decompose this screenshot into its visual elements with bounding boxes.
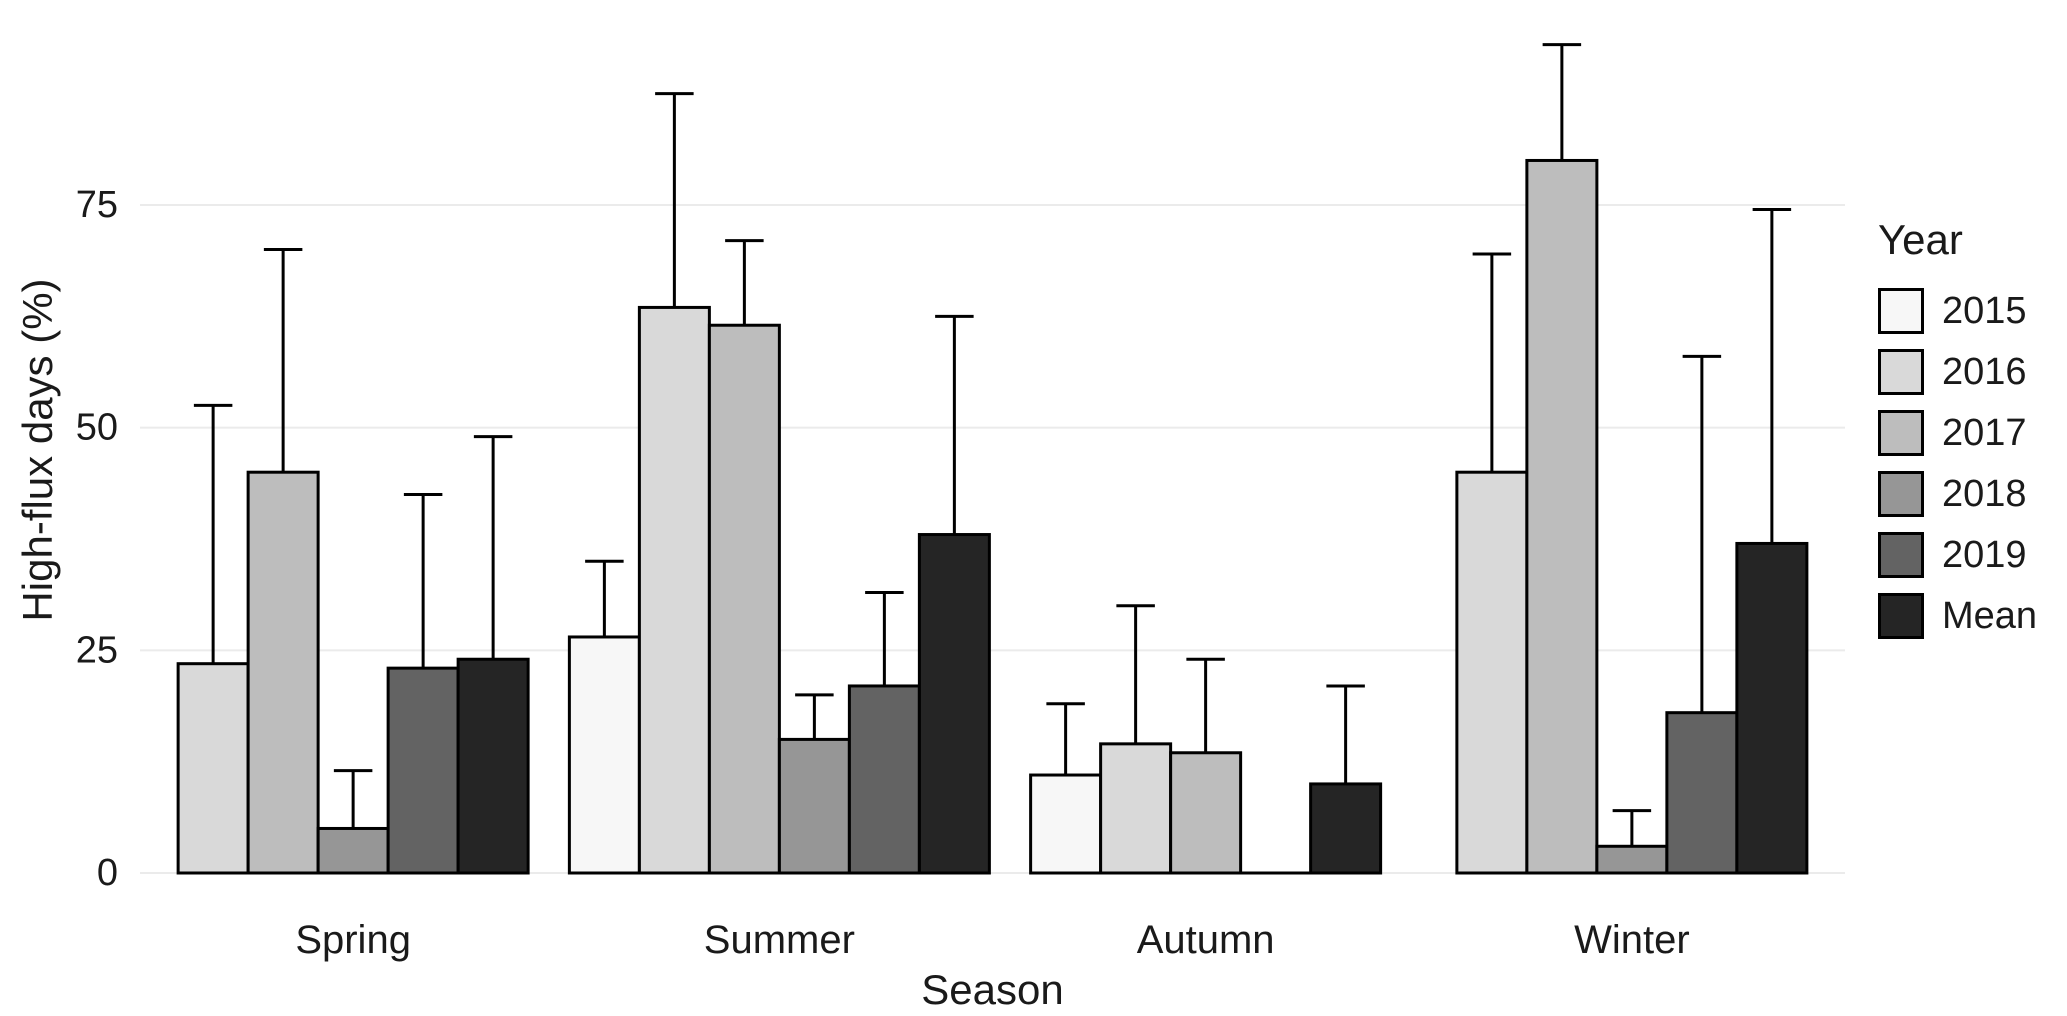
bar-spring-2018 bbox=[316, 826, 390, 875]
legend: Year 2015 2016 2017 2018 2019 Mean bbox=[1878, 216, 2037, 654]
bar-autumn-2016 bbox=[1099, 742, 1173, 875]
y-tick-label-25: 25 bbox=[76, 629, 118, 671]
bar-autumn-2015 bbox=[1029, 773, 1103, 875]
legend-item-2018: 2018 bbox=[1878, 471, 2037, 517]
x-tick-label-spring: Spring bbox=[295, 918, 411, 962]
legend-item-2015: 2015 bbox=[1878, 288, 2037, 334]
legend-swatch-mean bbox=[1878, 593, 1924, 639]
legend-label-2015: 2015 bbox=[1942, 289, 2027, 332]
bar-spring-2016 bbox=[176, 662, 250, 875]
legend-item-2016: 2016 bbox=[1878, 349, 2037, 395]
x-axis-title: Season bbox=[921, 966, 1064, 1013]
bar-summer-2017 bbox=[707, 323, 781, 875]
x-tick-label-autumn: Autumn bbox=[1137, 918, 1275, 962]
bar-winter-2017 bbox=[1525, 158, 1599, 875]
x-tick-label-summer: Summer bbox=[704, 918, 855, 962]
legend-swatch-2015 bbox=[1878, 288, 1924, 334]
legend-swatch-2017 bbox=[1878, 410, 1924, 456]
bar-summer-2015 bbox=[567, 635, 641, 875]
legend-label-2018: 2018 bbox=[1942, 472, 2027, 515]
legend-items: 2015 2016 2017 2018 2019 Mean bbox=[1878, 288, 2037, 654]
y-tick-label-50: 50 bbox=[76, 407, 118, 449]
bar-winter-2016 bbox=[1455, 470, 1529, 875]
bar-winter-2019 bbox=[1665, 711, 1739, 875]
bar-summer-2018 bbox=[777, 737, 851, 875]
legend-label-2016: 2016 bbox=[1942, 350, 2027, 393]
x-tick-label-winter: Winter bbox=[1574, 918, 1690, 962]
legend-label-2017: 2017 bbox=[1942, 411, 2027, 454]
legend-item-2017: 2017 bbox=[1878, 410, 2037, 456]
bar-autumn-2017 bbox=[1169, 751, 1243, 875]
legend-swatch-2019 bbox=[1878, 532, 1924, 578]
legend-label-mean: Mean bbox=[1942, 594, 2038, 637]
legend-label-2019: 2019 bbox=[1942, 533, 2027, 576]
legend-title: Year bbox=[1878, 216, 1963, 263]
legend-swatch-2016 bbox=[1878, 349, 1924, 395]
bar-spring-mean bbox=[456, 657, 530, 875]
bar-winter-2018 bbox=[1595, 844, 1669, 875]
legend-item-2019: 2019 bbox=[1878, 532, 2037, 578]
bar-spring-2017 bbox=[246, 470, 320, 875]
legend-swatch-2018 bbox=[1878, 471, 1924, 517]
y-tick-label-75: 75 bbox=[76, 184, 118, 226]
y-tick-label-0: 0 bbox=[97, 852, 118, 894]
bar-summer-mean bbox=[917, 533, 991, 875]
bar-autumn-mean bbox=[1309, 782, 1383, 875]
legend-item-mean: Mean bbox=[1878, 593, 2037, 639]
bar-summer-2019 bbox=[847, 684, 921, 875]
bar-summer-2016 bbox=[637, 305, 711, 875]
y-axis-title: High-flux days (%) bbox=[14, 278, 61, 622]
bar-winter-mean bbox=[1735, 541, 1809, 875]
bar-spring-2019 bbox=[386, 666, 460, 875]
